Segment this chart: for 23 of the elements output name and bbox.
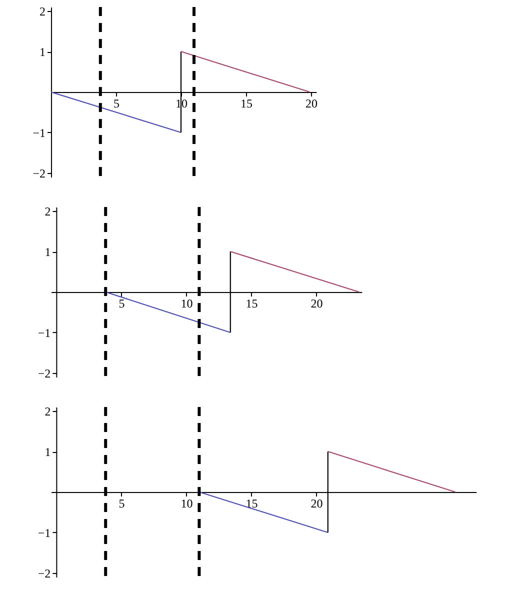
x-tick-label: 5: [114, 96, 120, 110]
x-tick-label: 5: [118, 496, 125, 510]
x-tick-label: 20: [310, 296, 323, 310]
x-tick-label: 15: [246, 496, 258, 510]
y-tick-label: −2: [38, 366, 51, 380]
x-tick-label: 20: [310, 496, 323, 510]
x-tick-label: 15: [246, 296, 258, 310]
x-tick-label: 15: [240, 96, 252, 110]
y-tick-label: 2: [44, 404, 51, 419]
y-tick-label: 2: [44, 204, 51, 219]
x-tick-label: 10: [180, 496, 193, 510]
y-tick-label: 1: [44, 245, 51, 260]
y-tick-label: 1: [44, 445, 51, 460]
y-tick-label: −1: [38, 326, 51, 340]
x-tick-label: 10: [180, 296, 193, 310]
y-tick-label: −2: [32, 166, 46, 180]
x-tick-label: 20: [306, 96, 318, 110]
x-tick-label: 5: [118, 296, 125, 310]
y-tick-label: 1: [40, 45, 46, 60]
y-tick-label: −2: [38, 566, 51, 580]
y-tick-label: −1: [32, 126, 46, 140]
y-tick-label: 2: [40, 4, 46, 19]
y-tick-label: −1: [38, 526, 51, 540]
